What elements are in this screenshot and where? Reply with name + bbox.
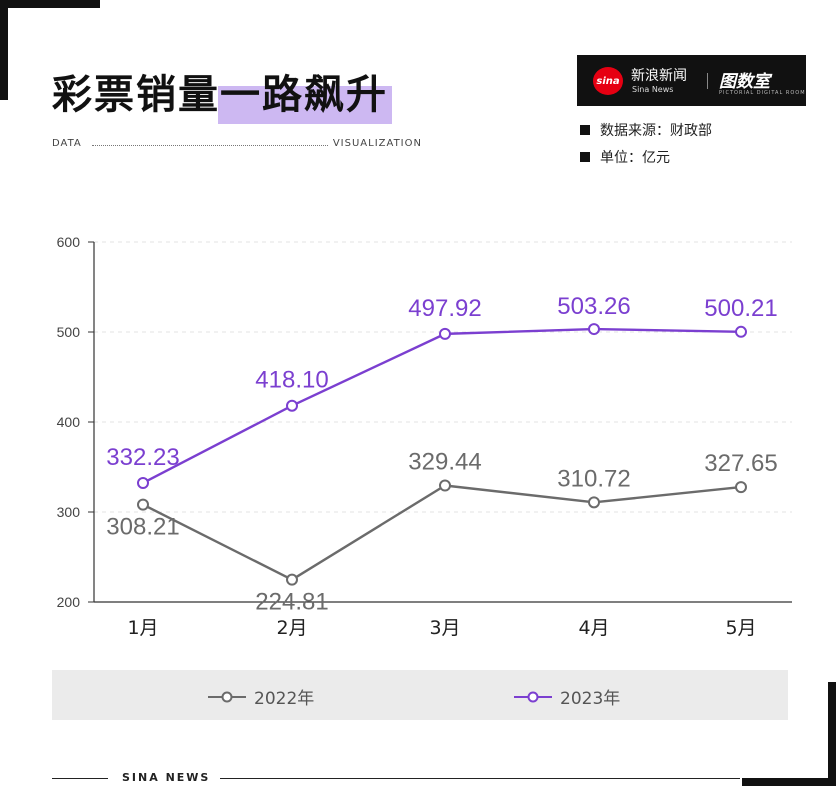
data-label: 503.26 <box>557 293 630 320</box>
brand-name-cn: 新浪新闻 <box>631 68 687 84</box>
data-label: DATA <box>52 138 82 149</box>
data-point <box>588 496 600 509</box>
unit-text: 单位：亿元 <box>600 150 670 166</box>
data-point <box>286 573 298 586</box>
data-source-line: 数据来源：财政部 <box>580 120 712 140</box>
brand-pictorial-room-sub: PICTORIAL DIGITAL ROOM <box>719 90 806 96</box>
legend-label-2022: 2022年 <box>254 689 315 709</box>
x-tick-label: 2月 <box>276 617 307 639</box>
x-tick-label: 1月 <box>127 617 158 639</box>
legend-item-2023: 2023年 <box>514 684 620 709</box>
data-label: 308.21 <box>106 514 179 541</box>
corner-accent-top-left <box>0 0 100 8</box>
x-tick-label: 5月 <box>725 617 756 639</box>
dotted-divider <box>92 145 328 146</box>
data-point <box>439 479 451 492</box>
title-block: 彩票销量一路飙升 <box>52 62 392 124</box>
data-label: 500.21 <box>704 295 777 322</box>
data-source-text: 数据来源：财政部 <box>600 123 712 139</box>
data-label: 332.23 <box>106 444 179 471</box>
footer-rule-left <box>52 778 108 779</box>
bullet-square-icon <box>580 125 590 135</box>
legend-label-2023: 2023年 <box>560 689 621 709</box>
data-point <box>137 498 149 511</box>
data-point <box>286 399 298 412</box>
legend: 2022年 2023年 <box>52 670 788 720</box>
y-tick-label: 300 <box>57 504 81 520</box>
y-tick-label: 200 <box>57 594 81 610</box>
title-part-1: 彩票销量 <box>52 72 220 118</box>
unit-line: 单位：亿元 <box>580 147 670 167</box>
data-label: 224.81 <box>255 589 328 616</box>
x-tick-label: 3月 <box>429 617 460 639</box>
legend-line-marker-2022-icon <box>208 691 246 702</box>
data-label: 418.10 <box>255 367 328 394</box>
brand-name-en: Sina News <box>632 85 674 94</box>
data-label: 329.44 <box>408 449 481 476</box>
data-point <box>588 323 600 336</box>
data-label: 327.65 <box>704 450 777 477</box>
brand-separator <box>707 73 708 89</box>
footer-label: SINA NEWS <box>122 771 211 784</box>
data-label: 310.72 <box>557 465 630 492</box>
data-label: 497.92 <box>408 295 481 322</box>
data-point <box>735 481 747 494</box>
data-visualization-strip: DATA VISUALIZATION <box>52 138 422 152</box>
brand-banner: sina 新浪新闻 Sina News 图数室 PICTORIAL DIGITA… <box>577 55 806 106</box>
footer-rule-right <box>220 778 740 779</box>
legend-line-marker-2023-icon <box>514 691 552 702</box>
y-tick-label: 500 <box>57 324 81 340</box>
title-part-2-highlighted: 一路飙升 <box>218 62 392 124</box>
page-title: 彩票销量一路飙升 <box>52 62 392 124</box>
corner-accent-top-left-vertical <box>0 0 8 100</box>
corner-accent-bottom-right <box>742 778 836 786</box>
brand-pictorial-room: 图数室 <box>719 72 770 92</box>
y-tick-label: 600 <box>57 234 81 250</box>
series-line-2022年 <box>142 484 742 581</box>
x-tick-label: 4月 <box>578 617 609 639</box>
data-point <box>137 476 149 489</box>
sina-logo-icon: sina <box>593 67 623 95</box>
data-point <box>735 325 747 338</box>
y-tick-label: 400 <box>57 414 81 430</box>
legend-item-2022: 2022年 <box>208 684 314 709</box>
data-point <box>439 327 451 340</box>
corner-accent-right <box>828 682 836 786</box>
bullet-square-icon <box>580 152 590 162</box>
visualization-label: VISUALIZATION <box>332 138 422 149</box>
